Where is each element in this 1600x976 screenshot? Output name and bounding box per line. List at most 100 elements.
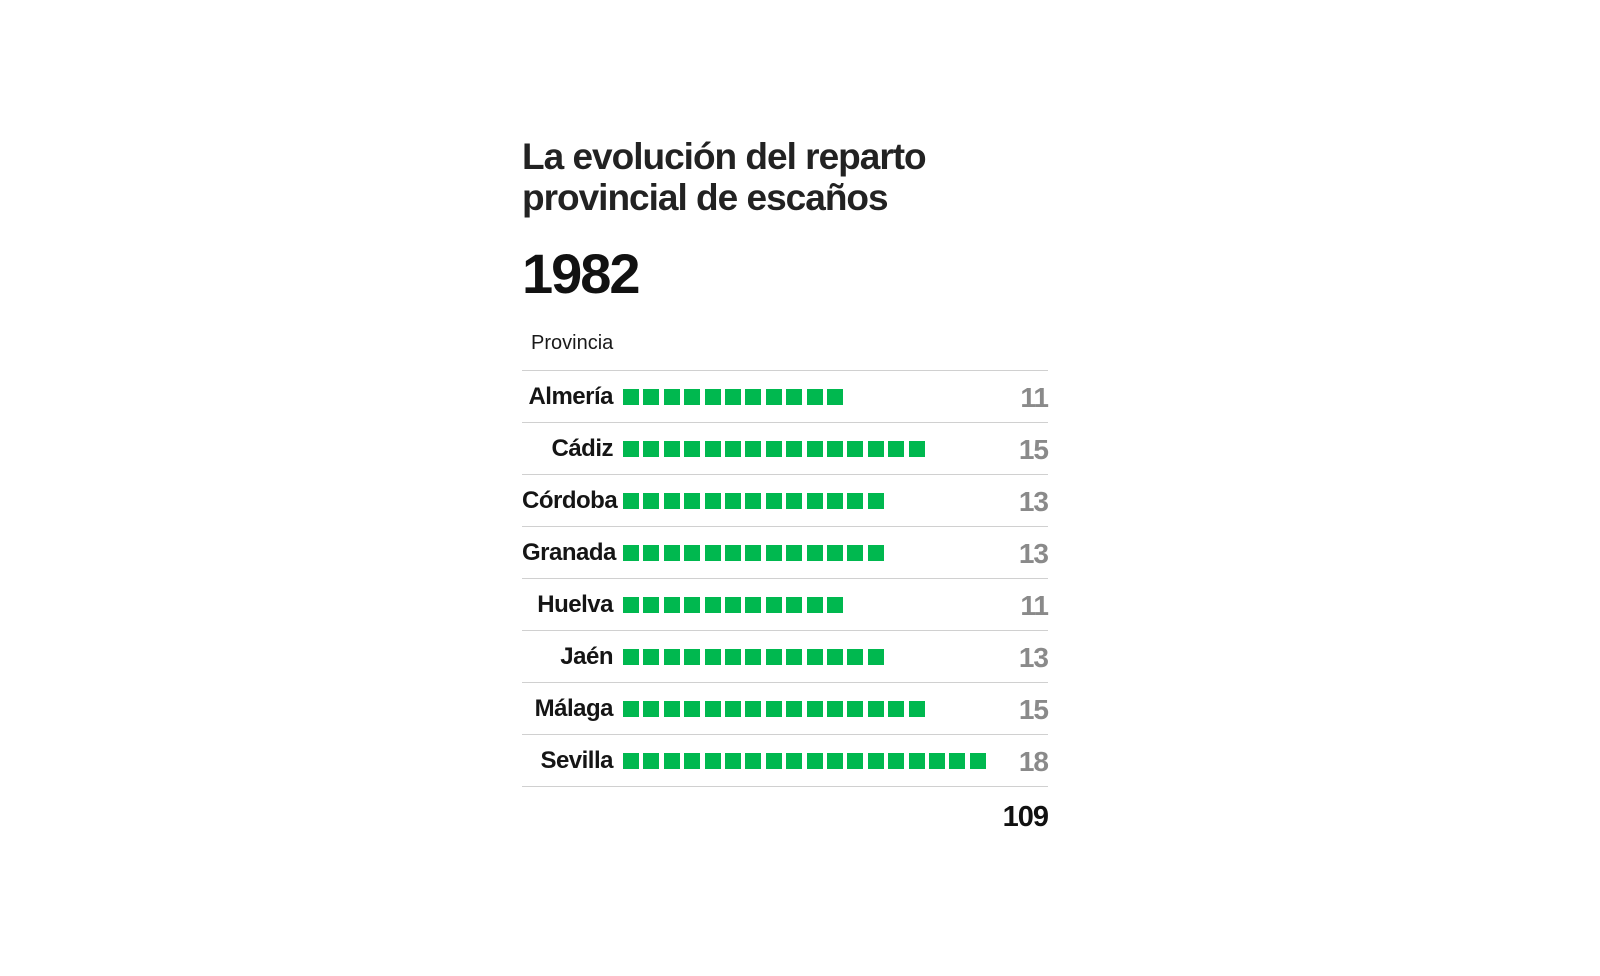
seat-square bbox=[684, 597, 701, 613]
seat-square bbox=[704, 441, 721, 457]
seat-square bbox=[704, 493, 721, 509]
seat-square bbox=[765, 545, 782, 561]
seat-square bbox=[704, 701, 721, 717]
seat-square bbox=[929, 753, 945, 769]
seat-square bbox=[745, 389, 762, 405]
seat-square bbox=[847, 545, 864, 561]
seat-count: 15 bbox=[1018, 694, 1049, 725]
seat-square bbox=[684, 493, 701, 509]
seat-square bbox=[888, 701, 905, 717]
seat-square bbox=[786, 597, 803, 613]
total-seats: 109 bbox=[1002, 801, 1049, 833]
chart-title: La evolución del reparto provincial de e… bbox=[522, 136, 927, 218]
seat-square bbox=[623, 493, 639, 509]
seat-square bbox=[908, 441, 925, 457]
seat-bar bbox=[623, 701, 1003, 717]
seat-square bbox=[847, 493, 864, 509]
seat-square bbox=[684, 753, 701, 769]
seat-count: 11 bbox=[1020, 590, 1049, 621]
seat-square bbox=[684, 545, 701, 561]
seat-square bbox=[827, 701, 843, 717]
seat-square bbox=[888, 441, 905, 457]
seat-square bbox=[643, 753, 660, 769]
seat-square bbox=[663, 649, 680, 665]
table-row: Cádiz 15 bbox=[522, 423, 1049, 475]
seat-square bbox=[765, 701, 782, 717]
seat-square bbox=[725, 441, 741, 457]
seat-square bbox=[704, 545, 721, 561]
seat-square bbox=[725, 493, 741, 509]
seat-bar bbox=[623, 493, 1003, 509]
seat-square bbox=[847, 649, 864, 665]
seat-square bbox=[827, 649, 843, 665]
seat-square bbox=[684, 389, 701, 405]
seat-square bbox=[725, 389, 741, 405]
seat-square bbox=[765, 493, 782, 509]
seat-square bbox=[806, 441, 823, 457]
seat-square bbox=[704, 753, 721, 769]
chart-container: La evolución del reparto provincial de e… bbox=[522, 136, 1049, 835]
seat-count: 15 bbox=[1018, 434, 1049, 465]
seat-count: 13 bbox=[1018, 486, 1049, 517]
seat-bar bbox=[623, 545, 1003, 561]
province-label: Málaga bbox=[534, 695, 614, 722]
seat-count: 13 bbox=[1018, 642, 1049, 673]
seat-square bbox=[765, 597, 782, 613]
province-label: Huelva bbox=[537, 591, 613, 618]
seat-square bbox=[663, 389, 680, 405]
seat-square bbox=[827, 441, 843, 457]
seat-square bbox=[704, 649, 721, 665]
seat-square bbox=[765, 389, 782, 405]
seat-square bbox=[623, 649, 639, 665]
seat-square bbox=[827, 389, 843, 405]
seat-square bbox=[827, 753, 843, 769]
table-row: Jaén 13 bbox=[522, 631, 1049, 683]
province-label: Sevilla bbox=[540, 747, 613, 774]
seat-square bbox=[623, 597, 639, 613]
seat-square bbox=[786, 493, 803, 509]
seat-square bbox=[827, 597, 843, 613]
seat-square bbox=[725, 597, 741, 613]
seat-count: 18 bbox=[1018, 746, 1049, 777]
seat-square bbox=[867, 545, 884, 561]
seat-square bbox=[786, 701, 803, 717]
table-row: Almería 11 bbox=[522, 371, 1049, 423]
seat-square bbox=[745, 753, 762, 769]
seat-bar bbox=[623, 597, 1003, 613]
table-row: Huelva 11 bbox=[522, 579, 1049, 631]
seat-square bbox=[643, 701, 660, 717]
seat-square bbox=[745, 649, 762, 665]
seat-square bbox=[806, 753, 823, 769]
seat-square bbox=[847, 701, 864, 717]
seat-square bbox=[908, 753, 925, 769]
seat-square bbox=[725, 753, 741, 769]
province-label: Almería bbox=[528, 383, 613, 410]
seat-square bbox=[623, 545, 639, 561]
province-label: Granada bbox=[522, 539, 616, 566]
seat-square bbox=[623, 441, 639, 457]
seat-square bbox=[663, 441, 680, 457]
seat-square bbox=[786, 441, 803, 457]
seat-square bbox=[867, 493, 884, 509]
seat-square bbox=[725, 649, 741, 665]
seat-square bbox=[684, 441, 701, 457]
table-row: Sevilla 18 bbox=[522, 735, 1049, 787]
seat-square bbox=[623, 753, 639, 769]
province-label: Jaén bbox=[560, 643, 613, 670]
seat-bar bbox=[623, 753, 1003, 769]
seat-square bbox=[684, 649, 701, 665]
seat-square bbox=[765, 753, 782, 769]
table-row: Granada 13 bbox=[522, 527, 1049, 579]
seat-square bbox=[806, 649, 823, 665]
province-label: Córdoba bbox=[522, 487, 618, 514]
seat-bar bbox=[623, 649, 1003, 665]
seat-square bbox=[684, 701, 701, 717]
seat-square bbox=[643, 545, 660, 561]
seat-square bbox=[745, 597, 762, 613]
seat-square bbox=[806, 493, 823, 509]
seat-square bbox=[643, 493, 660, 509]
seat-square bbox=[704, 389, 721, 405]
seat-square bbox=[765, 649, 782, 665]
seat-count: 11 bbox=[1020, 382, 1049, 413]
seat-square bbox=[786, 389, 803, 405]
